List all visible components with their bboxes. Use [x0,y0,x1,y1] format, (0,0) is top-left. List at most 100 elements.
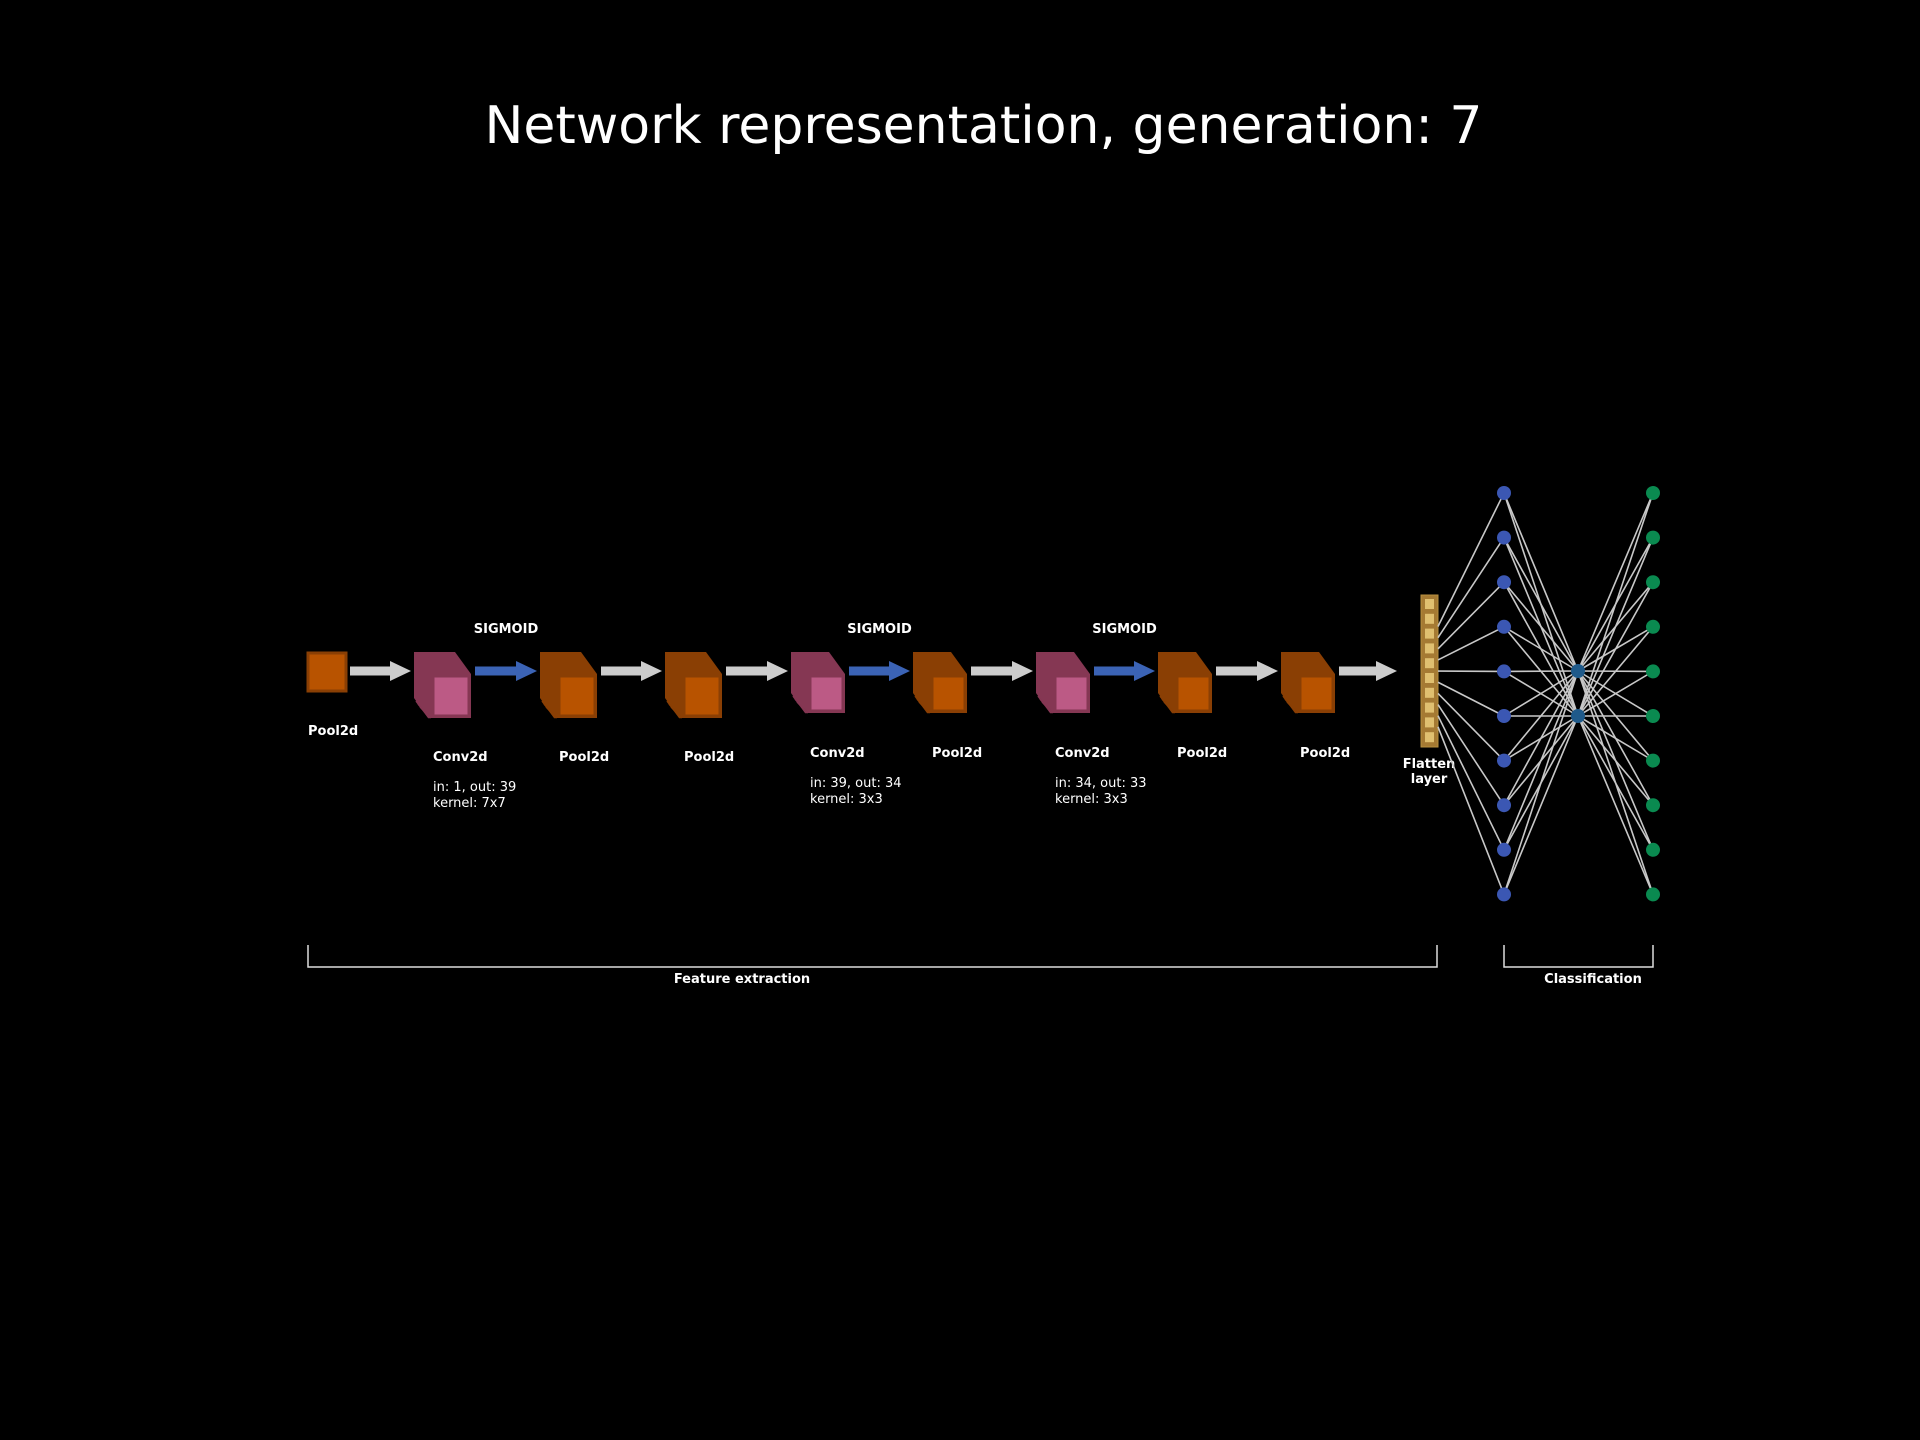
layer-1-pool2d: Pool2d [306,651,358,739]
connection-line [1437,626,1505,661]
flatten-cell [1425,702,1434,713]
connection-line [1503,715,1579,895]
layer-8-pool2d: Pool2d [1158,652,1227,761]
connection-arrow [726,661,788,681]
layer-info-line: kernel: 3x3 [810,792,883,807]
layer-info-line: kernel: 7x7 [433,796,506,811]
classification-bracket [1503,945,1654,968]
connection-line [1577,626,1654,717]
flatten-label-line1: Flatten [1403,757,1456,772]
block-front [1053,674,1090,713]
connection-line [1577,715,1654,806]
connection-line [1437,692,1505,762]
pool-block [306,651,348,693]
section-brackets: Feature extraction Classification [307,945,1654,987]
layer-type-label: Pool2d [932,746,982,761]
flatten-cell [1425,673,1434,683]
connection-line [1437,726,1505,895]
flatten-cell [1425,643,1434,654]
hidden-node [1497,664,1511,679]
feature-extraction-bracket [307,945,1438,968]
activation-arrow: SIGMOID [474,622,539,681]
layer-info-line: in: 39, out: 34 [810,776,902,791]
connection-line [1503,670,1579,851]
layer-info-line: in: 34, out: 33 [1055,776,1147,791]
activation-arrow: SIGMOID [1092,622,1157,681]
layer-info-line: kernel: 3x3 [1055,792,1128,807]
output-node [1646,530,1660,545]
layer-3-pool2d: Pool2d [540,652,609,765]
block-front [808,674,845,713]
connection-line [1577,670,1654,717]
block-front [557,674,597,718]
output-node [1646,798,1660,813]
connection-arrow [601,661,662,681]
output-node [1646,664,1660,679]
mid-node [1571,664,1585,678]
diagram-title: Network representation, generation: 7 [484,96,1483,156]
activation-label: SIGMOID [847,622,912,637]
hidden-node [1497,619,1511,634]
connection-arrow [1339,661,1397,681]
layer-9-pool2d: Pool2d [1281,652,1350,761]
hidden-node [1497,753,1511,768]
connection-line [1577,715,1654,851]
layer-type-label: Pool2d [559,750,609,765]
block-front [431,674,471,718]
connection-line [1437,492,1505,627]
flatten-label-line2: layer [1411,772,1448,787]
block-front [682,674,722,718]
hidden-node [1497,798,1511,813]
feature-extraction-label: Feature extraction [674,972,810,987]
output-node [1646,887,1660,902]
hidden-node [1497,887,1511,902]
connection-line [1577,581,1654,717]
block-front [930,674,967,713]
flatten-cell [1425,658,1434,669]
connection-line [1437,581,1505,650]
connection-line [1577,492,1654,672]
flatten-cell [1425,687,1434,698]
mid-node [1571,709,1585,723]
hidden-node [1497,709,1511,723]
classification-label: Classification [1544,972,1642,987]
connection-line [1503,670,1579,806]
layer-type-label: Pool2d [684,750,734,765]
layer-type-label: Pool2d [1300,746,1350,761]
hidden-node [1497,575,1511,590]
flatten-cell [1425,599,1434,609]
layer-type-label: Pool2d [1177,746,1227,761]
block-front [1175,674,1212,713]
connection-line [1437,537,1505,639]
connection-line [1503,581,1579,672]
flatten-cell [1425,613,1434,624]
connection-line [1503,670,1579,717]
connection-line [1503,670,1579,762]
layer-type-label: Conv2d [1055,746,1110,761]
activation-label: SIGMOID [1092,622,1157,637]
activation-label: SIGMOID [474,622,539,637]
layer-type-label: Conv2d [810,746,865,761]
block-front [1298,674,1335,713]
flatten-cell [1425,717,1434,728]
layer-type-label: Pool2d [308,724,358,739]
classifier-network [1437,486,1660,902]
layer-6-pool2d: Pool2d [913,652,982,761]
layer-arrows: SIGMOID SIGMOID SIGMOID [350,622,1397,681]
layer-4-pool2d: Pool2d [665,652,734,765]
connection-arrow [350,661,411,681]
connection-line [1503,492,1579,672]
connection-line [1577,537,1654,717]
connection-arrow [971,661,1033,681]
output-node [1646,486,1660,500]
layer-type-label: Conv2d [433,750,488,765]
connection-line [1503,670,1579,895]
connection-arrow [1216,661,1278,681]
flatten-cell [1425,732,1434,743]
connection-line [1437,715,1505,851]
connection-line [1577,715,1654,895]
